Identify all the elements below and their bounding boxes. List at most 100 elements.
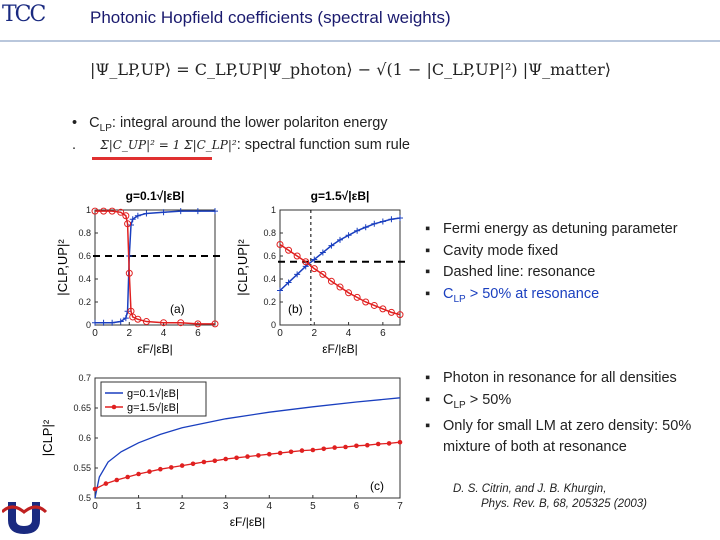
hopfield-equation: |Ψ_LP,UP⟩ = C_LP,UP|Ψ_photon⟩ − √(1 − |C… <box>90 60 611 79</box>
series-line <box>94 441 401 490</box>
x-tick-label: 4 <box>346 328 352 339</box>
data-point <box>158 466 163 472</box>
data-point <box>194 208 201 215</box>
data-point <box>294 271 301 278</box>
data-point <box>160 209 167 216</box>
data-point <box>397 439 403 445</box>
sum-rule-formula: Σ|C_UP|² = 1 Σ|C_LP|² <box>100 138 237 152</box>
data-point <box>319 270 327 278</box>
citation-authors: D. S. Citrin, and J. B. Khurgin, <box>453 483 607 495</box>
data-point <box>136 471 141 477</box>
data-point <box>379 218 386 225</box>
data-point <box>100 207 108 215</box>
plot-frame <box>279 209 401 326</box>
y-tick-label: 0.2 <box>78 297 91 307</box>
data-point <box>332 445 337 450</box>
data-point <box>375 441 381 447</box>
data-point <box>190 461 196 467</box>
data-point <box>194 320 202 328</box>
chart-panel-a: 0 0.2 0.4 0.6 0.8 1 0 2 4 6 (a) g=0.1√|εB| εF/|εB| |C… <box>55 189 225 356</box>
y-tick-label: 0.6 <box>78 433 91 443</box>
data-point <box>299 448 305 453</box>
x-tick-label: 5 <box>310 501 316 512</box>
list-item: Cavity mode fixed <box>425 241 715 263</box>
x-tick-label: 2 <box>179 501 185 512</box>
data-point <box>234 455 239 461</box>
data-point <box>108 207 116 215</box>
data-point <box>128 221 134 228</box>
data-point <box>256 453 261 458</box>
bullet-text: : integral around the lower polariton en… <box>111 115 388 131</box>
data-point <box>212 208 218 215</box>
bullet-clp-integral: • CLP: integral around the lower polarit… <box>72 115 388 134</box>
clp-symbol: C <box>89 115 100 131</box>
data-point <box>321 446 327 452</box>
data-point <box>386 441 392 446</box>
data-point <box>387 308 395 316</box>
x-tick-label: 2 <box>312 328 318 339</box>
chart-panel-c: 0.5 0.55 0.6 0.65 0.7 0 1 2 3 4 5 6 7 (c) εF/|εB| |CLP|… <box>40 373 403 529</box>
y-tick-label: 0.65 <box>73 403 91 413</box>
slide-title: Photonic Hopfield coefficients (spectral… <box>90 8 451 27</box>
bullet-text: : spectral function sum rule <box>236 137 410 153</box>
citation-journal: Phys. Rev. B, 68, 205325 (2003) <box>481 498 647 510</box>
data-point <box>134 212 141 219</box>
clp-symbol: C <box>443 285 454 302</box>
data-point <box>147 469 152 474</box>
data-point <box>336 283 344 291</box>
x-axis-label: εF/|εB| <box>230 515 266 529</box>
data-point <box>177 319 185 327</box>
data-point <box>177 208 184 215</box>
data-point <box>353 293 361 301</box>
data-point <box>168 465 174 470</box>
data-point <box>310 265 318 273</box>
data-point <box>160 319 168 327</box>
clp-subscript: LP <box>99 122 112 134</box>
y-tick-label: 0.2 <box>263 297 276 307</box>
x-tick-label: 2 <box>127 328 133 339</box>
data-point <box>397 215 403 222</box>
y-tick-label: 0.55 <box>73 463 91 473</box>
data-point <box>396 311 404 319</box>
legend-marker <box>111 404 117 410</box>
data-point <box>337 236 343 243</box>
list-item: Only for small LM at zero density: 50% m… <box>425 416 705 459</box>
data-point <box>388 216 395 223</box>
data-point <box>114 477 120 483</box>
citation: D. S. Citrin, and J. B. Khurgin, Phys. R… <box>453 482 647 512</box>
list-item: Dashed line: resonance <box>425 262 715 284</box>
data-point <box>288 449 294 455</box>
data-point <box>134 315 142 323</box>
x-tick-label: 6 <box>195 328 201 339</box>
y-tick-label: 0.7 <box>78 373 91 383</box>
panel-label: (b) <box>288 302 303 316</box>
data-point <box>124 220 132 228</box>
data-point <box>354 227 361 234</box>
data-point <box>310 447 316 453</box>
data-point <box>211 320 219 328</box>
y-tick-label: 0.4 <box>263 274 276 284</box>
list-item: CLP > 50% <box>425 390 705 416</box>
data-point <box>92 319 98 326</box>
x-tick-label: 7 <box>397 501 403 512</box>
equation-text: |Ψ_LP,UP⟩ = C_LP,UP|Ψ_photon⟩ − √(1 − |C… <box>90 60 612 79</box>
x-tick-label: 0 <box>92 501 98 512</box>
data-point <box>277 287 283 294</box>
data-point <box>266 451 272 457</box>
x-tick-label: 6 <box>380 328 386 339</box>
bullet-marker: . <box>72 137 77 153</box>
data-point <box>109 319 116 326</box>
y-tick-label: 0.8 <box>263 228 276 238</box>
data-point <box>212 458 218 464</box>
legend-label: g=1.5√|εB| <box>127 402 179 414</box>
list-item: CLP > 50% at resonance <box>425 284 715 310</box>
legend-box <box>100 381 207 417</box>
data-point <box>371 220 378 227</box>
data-point <box>100 319 107 326</box>
data-point <box>91 207 99 215</box>
red-underline <box>92 157 212 160</box>
chart-title: g=0.1√|εB| <box>126 189 185 203</box>
data-point <box>345 232 352 239</box>
x-tick-label: 0 <box>92 328 98 339</box>
clp-subscript: LP <box>453 399 466 411</box>
